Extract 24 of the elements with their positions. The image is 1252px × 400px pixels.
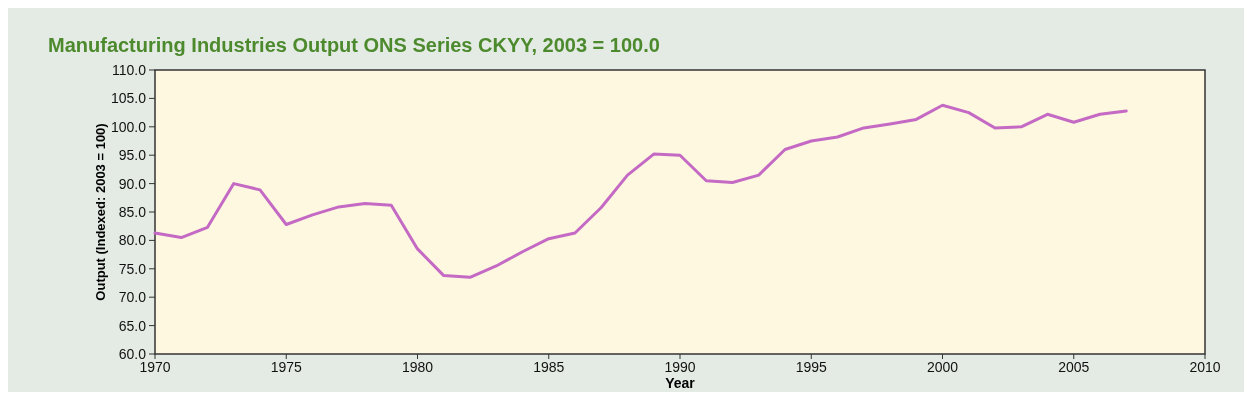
y-axis-title: Output (Indexed: 2003 = 100) bbox=[93, 123, 108, 301]
y-tick-label: 100.0 bbox=[110, 118, 147, 135]
x-tick-label: 1995 bbox=[795, 359, 828, 375]
x-tick-label: 1990 bbox=[664, 359, 696, 375]
y-tick-label: 95.0 bbox=[118, 147, 147, 164]
x-tick-label: 1980 bbox=[401, 359, 434, 375]
y-tick-label: 85.0 bbox=[118, 203, 147, 220]
y-tick-label: 65.0 bbox=[118, 317, 147, 334]
y-tick-label: 70.0 bbox=[118, 289, 147, 306]
x-tick-label: 2010 bbox=[1189, 359, 1221, 375]
chart-title: Manufacturing Industries Output ONS Series CKYY, 2003 = 100.0 bbox=[48, 34, 660, 56]
y-tick-label: 105.0 bbox=[110, 90, 147, 107]
y-tick-label: 75.0 bbox=[118, 260, 147, 277]
y-tick-label: 60.0 bbox=[118, 345, 147, 362]
y-tick-label: 90.0 bbox=[118, 175, 147, 192]
y-tick-label: 110.0 bbox=[112, 61, 147, 78]
x-tick-label: 2000 bbox=[926, 359, 959, 375]
x-tick-label: 1985 bbox=[533, 359, 565, 375]
line-series bbox=[153, 103, 1128, 279]
x-tick-label: 1970 bbox=[139, 359, 171, 375]
x-axis-title: Year bbox=[665, 375, 696, 391]
x-tick-label: 2005 bbox=[1058, 359, 1090, 375]
y-tick-label: 80.0 bbox=[118, 232, 147, 249]
x-tick-label: 1975 bbox=[270, 359, 303, 375]
